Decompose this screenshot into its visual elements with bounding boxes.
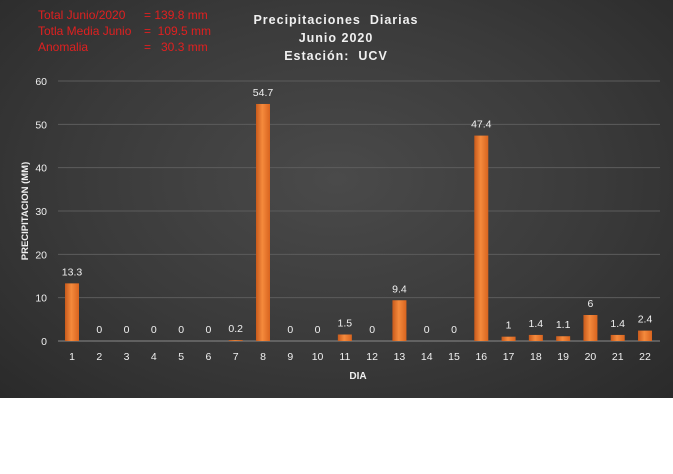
stat-total: Total Junio/2020 = 139.8 mm [38,7,211,23]
bar [528,334,543,341]
bar [583,315,598,341]
y-tick-label: 40 [35,163,47,175]
x-tick-label: 7 [233,351,239,363]
data-label: 0.2 [228,323,243,335]
x-tick-label: 5 [178,351,184,363]
y-tick-label: 0 [41,336,47,348]
data-label: 1.1 [556,319,571,331]
y-tick-label: 60 [35,76,47,88]
y-tick-label: 30 [35,206,47,218]
x-axis-label: DIA [349,371,366,382]
y-tick-label: 20 [35,249,47,261]
data-label: 47.4 [471,119,492,131]
x-tick-label: 15 [448,351,460,363]
y-axis-label: PRECIPITACION (MM) [20,162,31,261]
stat-value: = 109.5 mm [144,24,212,38]
x-tick-label: 18 [530,351,542,363]
bar [392,300,407,341]
data-label: 0 [287,324,293,336]
x-tick-label: 3 [124,351,130,363]
stat-value: = 139.8 mm [144,8,208,22]
precipitation-summary: Total Junio/2020 = 139.8 mm Totla Media … [38,7,211,55]
data-label: 2.4 [638,314,653,326]
data-label: 1.4 [610,318,625,330]
data-labels: 13.3 0 0 0 0 0 0.2 54.7 0 0 1.5 0 9.4 0 0 47.4 1 1.4 1.1 6 1… [62,87,653,336]
grid-lines [58,80,660,342]
x-tick-label: 19 [557,351,569,363]
data-label: 54.7 [253,87,274,99]
chart-panel: 0 10 20 30 40 50 60 1 2 3 4 5 6 7 8 9 10 11 12 13 14 15 16 17 1… [0,0,673,398]
x-tick-label: 14 [421,351,433,363]
data-label: 0 [315,324,321,336]
stat-label: Total Junio/2020 [38,8,126,22]
x-tick-label: 12 [366,351,378,363]
bar [337,334,352,341]
x-tick-label: 20 [585,351,597,363]
bar [638,330,652,341]
x-tick-label: 1 [69,351,75,363]
data-label: 13.3 [62,266,83,278]
x-tick-label: 4 [151,351,157,363]
bar [256,103,270,341]
y-tick-label: 50 [35,119,47,131]
x-tick-label: 21 [612,351,624,363]
data-label: 0 [206,324,212,336]
bar [556,336,571,341]
data-label: 9.4 [392,283,407,295]
data-label: 0 [124,324,130,336]
data-label: 1.5 [338,318,353,330]
bar [501,336,516,341]
bar [65,283,79,341]
title-line-3: Estación: UCV [284,49,388,63]
bar [610,334,625,341]
bar [228,340,243,341]
data-label: 0 [424,324,430,336]
x-tick-label: 10 [312,351,324,363]
bars [65,103,652,341]
stat-anomaly: Anomalia = 30.3 mm [38,39,211,55]
x-tick-label: 17 [503,351,515,363]
data-label: 0 [151,324,157,336]
data-label: 0 [178,324,184,336]
x-tick-label: 22 [639,351,651,363]
data-label: 0 [96,324,102,336]
y-tick-label: 10 [35,293,47,305]
x-tick-label: 9 [287,351,293,363]
data-label: 6 [588,298,594,310]
data-label: 1 [506,320,512,332]
x-tick-label: 16 [475,351,487,363]
bar [474,135,489,341]
x-tick-label: 13 [394,351,406,363]
chart-title: Precipitaciones Diarias Junio 2020 Estac… [200,11,472,65]
stat-mean: Totla Media Junio = 109.5 mm [38,23,211,39]
data-label: 1.4 [529,318,544,330]
stat-label: Anomalia [38,40,89,54]
title-line-2: Junio 2020 [298,31,374,45]
x-tick-label: 8 [260,351,266,363]
y-tick-labels: 0 10 20 30 40 50 60 [35,76,47,348]
x-tick-label: 11 [339,351,350,363]
stat-label: Totla Media Junio [38,24,132,38]
data-label: 0 [369,324,375,336]
x-tick-label: 6 [206,351,212,363]
stat-value: = 30.3 mm [144,40,208,54]
title-line-1: Precipitaciones Diarias [253,13,419,27]
data-label: 0 [451,324,457,336]
x-tick-label: 2 [96,351,102,363]
x-tick-labels: 1 2 3 4 5 6 7 8 9 10 11 12 13 14 15 16 17 18 19 20 21 22 [69,351,651,363]
